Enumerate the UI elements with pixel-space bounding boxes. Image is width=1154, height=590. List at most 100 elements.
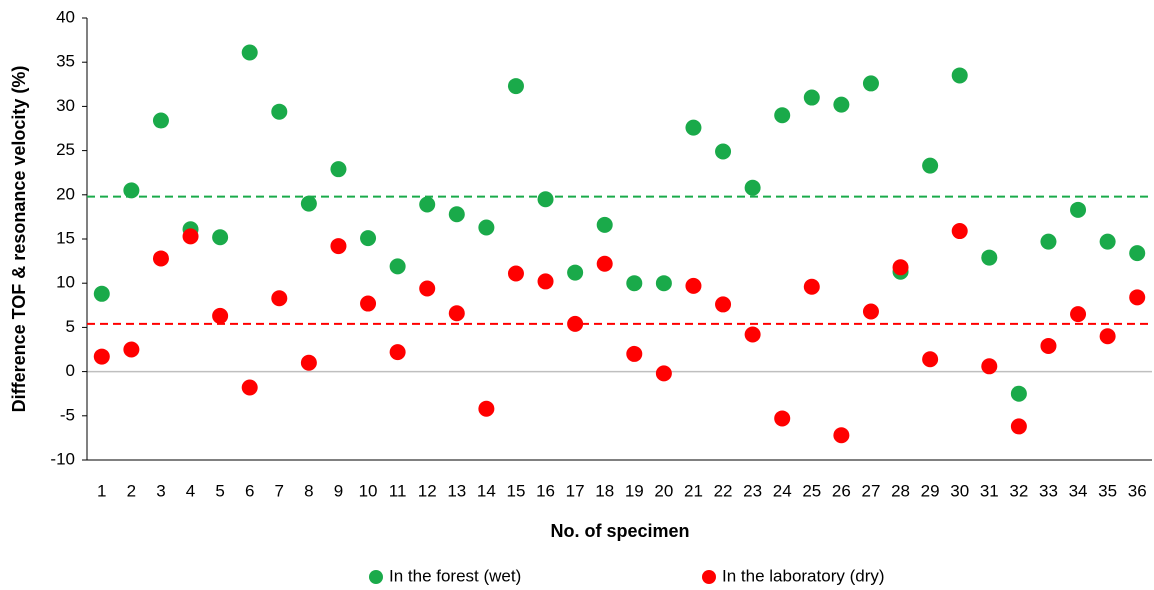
- y-tick-label: 5: [66, 317, 75, 336]
- x-tick-label: 14: [477, 481, 496, 500]
- x-tick-label: 4: [186, 481, 195, 500]
- point: [981, 358, 998, 375]
- x-tick-label: 15: [506, 481, 525, 500]
- point: [478, 400, 495, 417]
- point: [744, 179, 761, 196]
- legend-marker: [369, 570, 383, 584]
- x-tick-label: 20: [654, 481, 673, 500]
- y-tick-label: 40: [56, 7, 75, 26]
- x-tick-label: 18: [595, 481, 614, 500]
- point: [715, 296, 732, 313]
- point: [330, 161, 347, 178]
- point: [123, 341, 140, 358]
- point: [507, 265, 524, 282]
- x-tick-label: 9: [334, 481, 343, 500]
- x-tick-label: 6: [245, 481, 254, 500]
- x-tick-label: 1: [97, 481, 106, 500]
- point: [685, 277, 702, 294]
- point: [271, 103, 288, 120]
- x-tick-label: 24: [773, 481, 792, 500]
- point: [241, 44, 258, 61]
- y-tick-label: 20: [56, 184, 75, 203]
- point: [626, 345, 643, 362]
- x-tick-label: 26: [832, 481, 851, 500]
- point: [803, 278, 820, 295]
- point: [567, 315, 584, 332]
- x-tick-label: 12: [418, 481, 437, 500]
- point: [93, 348, 110, 365]
- point: [715, 143, 732, 160]
- point: [685, 119, 702, 136]
- x-tick-label: 34: [1069, 481, 1088, 500]
- point: [862, 75, 879, 92]
- point: [152, 250, 169, 267]
- point: [300, 195, 317, 212]
- point: [448, 206, 465, 223]
- point: [951, 223, 968, 240]
- point: [922, 157, 939, 174]
- point: [1070, 306, 1087, 323]
- y-axis-title: Difference TOF & resonance velocity (%): [9, 66, 29, 413]
- point: [537, 191, 554, 208]
- x-tick-label: 36: [1128, 481, 1147, 500]
- point: [537, 273, 554, 290]
- x-tick-label: 35: [1098, 481, 1117, 500]
- y-tick-label: -10: [50, 449, 75, 468]
- x-tick-label: 32: [1009, 481, 1028, 500]
- x-tick-label: 8: [304, 481, 313, 500]
- point: [1129, 289, 1146, 306]
- x-tick-label: 27: [861, 481, 880, 500]
- point: [93, 285, 110, 302]
- y-tick-label: 35: [56, 52, 75, 71]
- point: [596, 255, 613, 272]
- point: [1010, 418, 1027, 435]
- point: [1040, 337, 1057, 354]
- x-tick-label: 10: [359, 481, 378, 500]
- point: [862, 303, 879, 320]
- point: [744, 326, 761, 343]
- point: [152, 112, 169, 129]
- y-tick-label: 15: [56, 228, 75, 247]
- x-tick-label: 2: [127, 481, 136, 500]
- point: [123, 182, 140, 199]
- point: [951, 67, 968, 84]
- x-tick-label: 23: [743, 481, 762, 500]
- y-tick-label: 10: [56, 273, 75, 292]
- point: [448, 305, 465, 322]
- x-tick-label: 25: [802, 481, 821, 500]
- x-tick-label: 29: [921, 481, 940, 500]
- x-tick-label: 3: [156, 481, 165, 500]
- point: [1040, 233, 1057, 250]
- point: [212, 229, 229, 246]
- point: [803, 89, 820, 106]
- x-axis-title: No. of specimen: [550, 521, 689, 541]
- point: [419, 196, 436, 213]
- point: [567, 264, 584, 281]
- point: [892, 259, 909, 276]
- point: [596, 216, 613, 233]
- point: [1129, 245, 1146, 262]
- point: [507, 78, 524, 95]
- point: [655, 365, 672, 382]
- x-tick-label: 16: [536, 481, 555, 500]
- point: [833, 96, 850, 113]
- y-tick-label: 25: [56, 140, 75, 159]
- point: [1010, 385, 1027, 402]
- x-tick-label: 28: [891, 481, 910, 500]
- point: [1070, 201, 1087, 218]
- point: [300, 354, 317, 371]
- point: [271, 290, 288, 307]
- legend-label: In the forest (wet): [389, 566, 521, 585]
- point: [389, 258, 406, 275]
- x-tick-label: 7: [275, 481, 284, 500]
- point: [655, 275, 672, 292]
- x-tick-label: 5: [215, 481, 224, 500]
- legend-marker: [702, 570, 716, 584]
- x-tick-label: 33: [1039, 481, 1058, 500]
- point: [981, 249, 998, 266]
- point: [182, 228, 199, 245]
- y-tick-label: 0: [66, 361, 75, 380]
- point: [478, 219, 495, 236]
- point: [833, 427, 850, 444]
